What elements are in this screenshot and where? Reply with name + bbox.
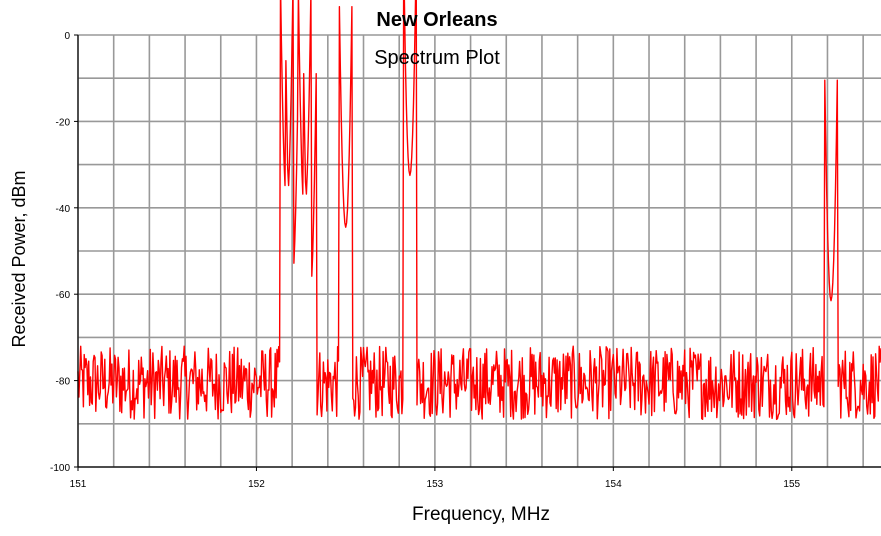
x-tick-label: 153 (427, 479, 444, 490)
x-tick-label: 154 (605, 479, 622, 490)
x-axis-label: Frequency, MHz (412, 504, 550, 525)
y-tick-label: -60 (56, 290, 71, 301)
axis-layer: 151 152 153 154 155 0 -20 -40 -60 -80 -100 (50, 31, 881, 490)
x-tick-label: 151 (70, 479, 87, 490)
series-layer (77, 0, 881, 421)
x-tick-label: 155 (783, 479, 800, 490)
y-tick-label: -40 (56, 204, 71, 215)
chart-subtitle: Spectrum Plot (374, 47, 500, 69)
y-tick-label: -20 (56, 117, 71, 128)
y-tick-label: -100 (50, 463, 70, 474)
chart-title: New Orleans (376, 9, 497, 31)
x-tick-label: 152 (248, 479, 265, 490)
y-tick-label: -80 (56, 377, 71, 388)
spectrum-series-line (77, 0, 881, 421)
y-axis-label: Received Power, dBm (9, 170, 29, 347)
y-tick-label: 0 (64, 31, 70, 42)
